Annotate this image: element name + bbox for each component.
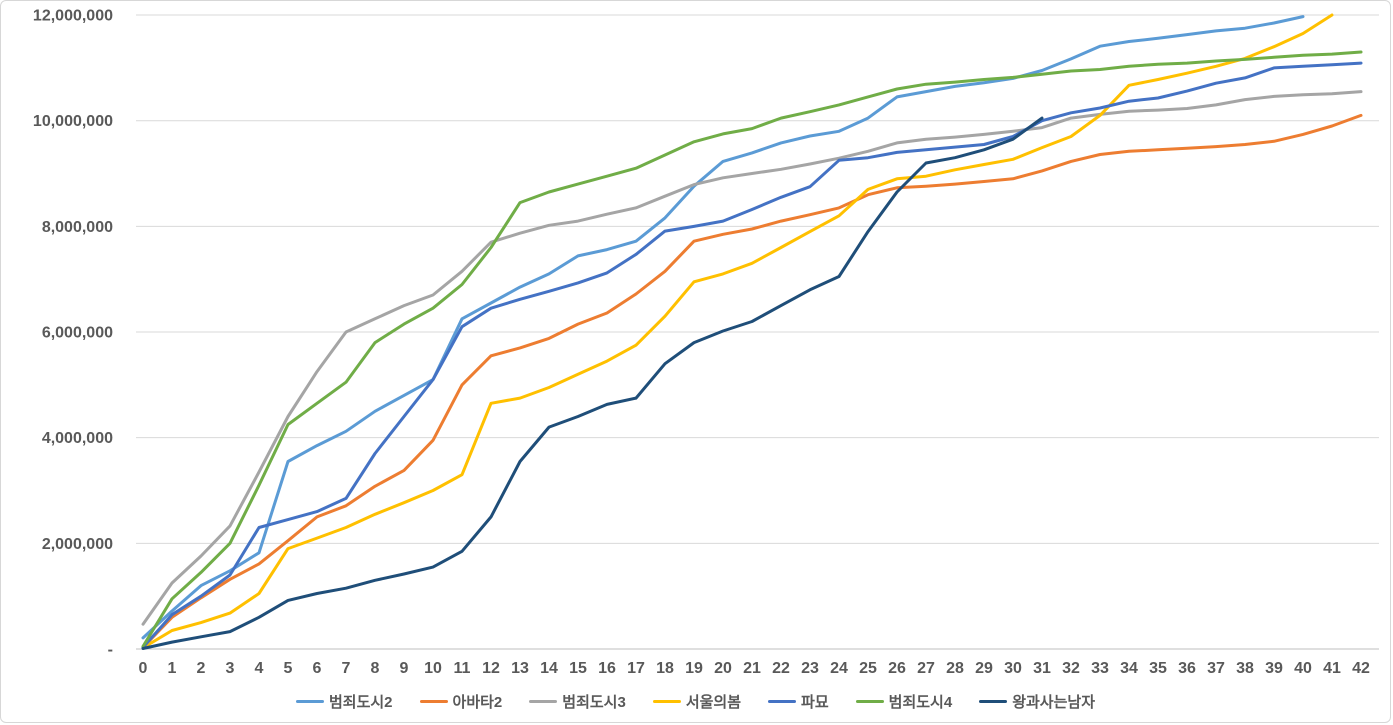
series-line-범죄도시2 [141, 15, 1305, 640]
legend-label: 범죄도시2 [328, 694, 393, 711]
legend-swatch-icon [419, 699, 448, 704]
x-tick-label: 9 [400, 660, 409, 677]
series-line-범죄도시4 [141, 50, 1363, 648]
x-tick-label: 5 [284, 660, 293, 677]
y-tick-label: 8,000,000 [42, 219, 113, 236]
series-line-아바타2 [141, 113, 1363, 649]
legend-label: 아바타2 [452, 694, 503, 711]
gridlines [136, 14, 1379, 650]
x-tick-label: 0 [139, 660, 148, 677]
x-tick-label: 35 [1149, 660, 1167, 677]
chart-legend: 범죄도시2 아바타2 범죄도시3 서울의봄 파묘 범죄도시4 왕과사는남자 [1, 691, 1390, 712]
x-tick-label: 15 [569, 660, 587, 677]
y-axis-labels: 12,000,000 10,000,000 8,000,000 6,000,000 4,… [33, 8, 113, 659]
x-tick-label: 18 [656, 660, 674, 677]
x-tick-label: 10 [424, 660, 442, 677]
x-tick-label: 38 [1236, 660, 1254, 677]
x-tick-label: 2 [197, 660, 206, 677]
legend-item-범죄도시2[interactable]: 범죄도시2 [295, 691, 393, 712]
x-tick-label: 39 [1265, 660, 1283, 677]
legend-swatch-icon [768, 699, 797, 704]
x-tick-label: 37 [1207, 660, 1225, 677]
x-tick-label: 6 [313, 660, 322, 677]
legend-label: 서울의봄 [685, 694, 742, 711]
x-tick-label: 27 [917, 660, 935, 677]
y-tick-label: 12,000,000 [33, 8, 113, 25]
y-tick-label: 2,000,000 [42, 536, 113, 553]
y-tick-label: 6,000,000 [42, 325, 113, 342]
x-tick-label: 34 [1120, 660, 1138, 677]
legend-item-아바타2[interactable]: 아바타2 [419, 691, 503, 712]
x-axis-labels: 0 1 2 3 4 5 6 7 8 9 10 11 12 13 14 15 16 17 18 19 20 21 22 23 24… [139, 660, 1370, 677]
x-tick-label: 41 [1323, 660, 1341, 677]
series-line-범죄도시3 [141, 90, 1363, 626]
x-tick-label: 29 [975, 660, 993, 677]
x-tick-label: 19 [685, 660, 703, 677]
x-tick-label: 24 [830, 660, 848, 677]
x-tick-label: 33 [1091, 660, 1109, 677]
series-line-왕과사는남자 [141, 116, 1044, 650]
x-tick-label: 1 [168, 660, 177, 677]
legend-swatch-icon [855, 699, 884, 704]
legend-label: 왕과사는남자 [1012, 694, 1095, 711]
x-tick-label: 4 [255, 660, 264, 677]
x-tick-label: 40 [1294, 660, 1312, 677]
x-tick-label: 36 [1178, 660, 1196, 677]
legend-item-범죄도시4[interactable]: 범죄도시4 [855, 691, 953, 712]
x-tick-label: 7 [342, 660, 351, 677]
x-tick-label: 31 [1033, 660, 1051, 677]
x-tick-label: 32 [1062, 660, 1080, 677]
legend-item-서울의봄[interactable]: 서울의봄 [652, 691, 742, 712]
series-lines [141, 13, 1363, 650]
x-tick-label: 26 [888, 660, 906, 677]
series-line-파묘 [141, 61, 1363, 649]
legend-item-범죄도시3[interactable]: 범죄도시3 [529, 691, 626, 712]
x-tick-label: 21 [743, 660, 761, 677]
x-tick-label: 22 [772, 660, 790, 677]
legend-label: 범죄도시4 [888, 694, 953, 711]
x-tick-label: 8 [371, 660, 380, 677]
x-tick-label: 20 [714, 660, 732, 677]
x-tick-label: 14 [540, 660, 558, 677]
x-tick-label: 3 [226, 660, 235, 677]
legend-swatch-icon [529, 699, 558, 704]
y-tick-label: 4,000,000 [42, 430, 113, 447]
x-tick-label: 28 [946, 660, 964, 677]
x-tick-label: 30 [1004, 660, 1022, 677]
x-tick-label: 23 [801, 660, 819, 677]
y-tick-label: 10,000,000 [33, 113, 113, 130]
x-tick-label: 25 [859, 660, 877, 677]
x-tick-label: 17 [627, 660, 645, 677]
legend-label: 범죄도시3 [562, 694, 626, 711]
legend-label: 파묘 [801, 694, 829, 711]
legend-item-왕과사는남자[interactable]: 왕과사는남자 [979, 691, 1095, 712]
x-tick-label: 12 [482, 660, 500, 677]
x-tick-label: 16 [598, 660, 616, 677]
legend-swatch-icon [979, 699, 1008, 704]
x-tick-label: 42 [1352, 660, 1370, 677]
line-chart: 12,000,00010,000,0008,000,0006,000,0004,… [33, 8, 1379, 677]
series-line-서울의봄 [141, 13, 1334, 650]
legend-swatch-icon [295, 699, 324, 704]
legend-swatch-icon [652, 699, 681, 704]
y-tick-label: - [108, 642, 113, 659]
x-tick-label: 11 [454, 660, 471, 677]
x-tick-label: 13 [511, 660, 529, 677]
legend-item-파묘[interactable]: 파묘 [768, 691, 829, 712]
